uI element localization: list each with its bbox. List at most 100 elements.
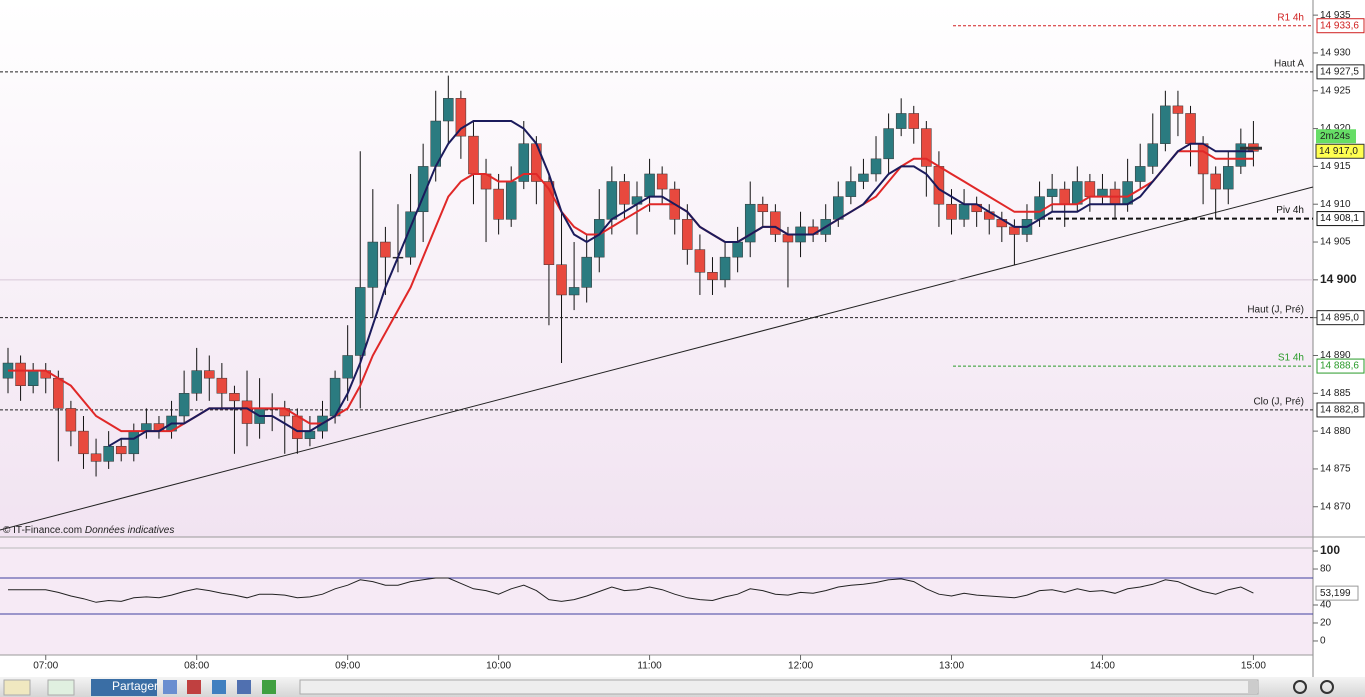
candle-body [468,135,479,175]
y-tick-label: 14 925 [1320,85,1351,96]
level-price: 14 933,6 [1320,20,1359,31]
candle-body [15,362,26,386]
rsi-value: 53,199 [1320,588,1351,599]
candle-body [241,400,253,424]
y-tick-label: 14 905 [1320,237,1351,248]
candle-body [304,430,316,439]
y-tick-label: 14 910 [1320,199,1351,210]
candle-body [354,287,366,356]
candle-body [644,173,655,197]
candle-body [115,445,127,455]
x-tick-label: 10:00 [486,661,511,672]
candle-body [556,264,567,296]
y-tick-label: 14 930 [1320,48,1351,59]
candle-body [594,219,605,258]
rsi-tick-label: 0 [1320,636,1326,647]
rsi-panel [0,537,1313,655]
x-tick-label: 07:00 [33,661,58,672]
tool-icon[interactable] [187,680,201,694]
level-price-box [1316,402,1365,418]
candle-body [543,181,555,265]
level-price: 14 927,5 [1320,66,1359,77]
candle-body [757,203,769,213]
level-price: 14 908,1 [1320,213,1359,224]
level-price-box [1316,64,1365,80]
zoom-out[interactable] [1293,680,1307,694]
candle-body [141,423,152,432]
candle-body [1134,166,1146,182]
note: Données indicatives [85,525,175,536]
level-price: 14 888,6 [1320,361,1359,372]
candle-body [732,241,743,258]
tool-icon[interactable] [163,680,177,694]
candle-body [90,453,102,462]
candle-body [65,408,77,432]
tool-icon[interactable] [3,679,31,696]
tool-icon[interactable] [237,680,251,694]
candle-body [1034,196,1045,220]
candle-body [455,98,467,137]
copyright: © IT-Finance.com [3,525,82,536]
candle-body [1185,113,1196,144]
candle-body [921,128,932,167]
x-tick-label: 14:00 [1090,661,1115,672]
y-tick-label: 14 870 [1320,501,1351,512]
candle-body [958,203,970,220]
level-price-box [1316,358,1365,374]
x-tick-label: 13:00 [939,661,964,672]
candle-body [493,188,504,220]
candle-body [1210,173,1221,190]
candle-body [1059,188,1070,205]
candle-body [443,98,454,122]
x-tick-label: 08:00 [184,661,209,672]
x-tick-label: 12:00 [788,661,813,672]
level-price: 14 895,0 [1320,312,1359,323]
rsi-tick-label: 100 [1320,543,1340,557]
y-tick-label: 14 920 [1320,123,1351,134]
candle-body [833,196,844,220]
tool-icon[interactable] [212,680,226,694]
trend-line [0,186,1314,531]
candle-body [367,241,379,288]
tool-icon[interactable] [262,680,276,694]
candle-body [1160,105,1171,144]
y-tick-label: 14 915 [1320,161,1351,172]
candle-body [656,173,668,190]
candle-body [682,219,693,250]
rsi-tick-label: 40 [1320,600,1332,611]
candle-body [505,181,517,220]
candle-body [531,143,542,182]
level-label: Haut A [1274,58,1304,69]
candle-body [1172,105,1184,114]
share-button[interactable] [91,679,157,696]
y-tick-label: 14 880 [1320,426,1351,437]
tool-icon[interactable] [47,679,75,696]
candle-body [908,113,920,129]
moving-average [108,120,1254,448]
candle-body [53,377,64,409]
candle-body [128,430,140,455]
rsi-tick-label: 20 [1320,618,1332,629]
last-price: 14 917,0 [1319,146,1358,157]
scroll-thumb[interactable] [1248,681,1258,693]
x-tick-label: 09:00 [335,661,360,672]
zoom-in[interactable] [1320,680,1334,694]
scrollbar[interactable] [299,679,1259,695]
candle-body [229,393,240,402]
candle-body [581,256,592,288]
candle-body [883,128,894,160]
candle-body [178,393,190,417]
level-price: 14 882,8 [1320,405,1359,416]
candle-body [216,377,228,394]
level-price-box [1316,18,1365,34]
level-label: Piv 4h [1276,205,1304,216]
main-panel [0,0,1313,537]
candle-body [782,234,794,243]
candle-body [1097,188,1108,197]
copyright: © IT-Finance.com Données indicatives [3,525,174,536]
y-tick-label: 14 885 [1320,388,1351,399]
y-tick-label: 14 890 [1320,350,1351,361]
candle-body [770,211,781,235]
candle-body [78,430,89,455]
